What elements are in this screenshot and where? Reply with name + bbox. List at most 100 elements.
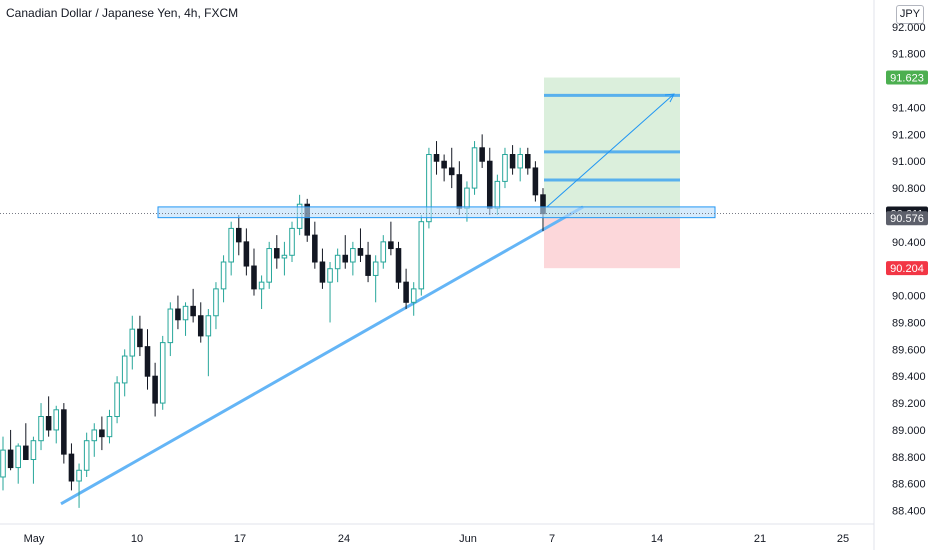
y-tick-label: 88.800 bbox=[892, 452, 926, 464]
candle-body bbox=[190, 305, 196, 317]
trendline bbox=[60, 205, 584, 506]
candle-body bbox=[175, 308, 181, 321]
candle-body bbox=[220, 261, 227, 290]
candle-body bbox=[45, 416, 52, 431]
candle-body bbox=[213, 288, 219, 317]
projection-arrow-head bbox=[664, 93, 675, 103]
y-tick-label: 91.000 bbox=[892, 156, 926, 168]
candle-body bbox=[486, 160, 493, 209]
candle-body bbox=[121, 355, 128, 384]
candle-body bbox=[388, 241, 394, 250]
candle-body bbox=[274, 248, 280, 259]
x-tick-label: May bbox=[24, 533, 45, 545]
y-tick-label: 91.200 bbox=[892, 129, 926, 141]
ascending-trendline bbox=[60, 205, 584, 506]
candle-body bbox=[23, 445, 29, 461]
y-tick-label: 91.400 bbox=[892, 102, 926, 114]
candle-body bbox=[471, 147, 478, 189]
candle-body bbox=[83, 440, 90, 471]
candle-body bbox=[372, 261, 379, 276]
candle-body bbox=[167, 308, 174, 344]
candle-body bbox=[197, 315, 204, 337]
candle-body bbox=[106, 416, 113, 438]
position-zones bbox=[544, 77, 680, 269]
candle-body bbox=[464, 187, 470, 209]
y-tick-label: 90.400 bbox=[892, 237, 926, 249]
candle-body bbox=[441, 160, 447, 169]
candle-body bbox=[289, 227, 295, 256]
y-tick-label: 89.800 bbox=[892, 317, 926, 329]
candle-body bbox=[509, 154, 516, 169]
y-tick-label: 88.400 bbox=[892, 506, 926, 518]
candle-body bbox=[365, 254, 371, 276]
candle-body bbox=[456, 174, 463, 209]
candle-body bbox=[479, 147, 485, 162]
candle-body bbox=[243, 241, 250, 267]
price-badge-label: 90.576 bbox=[890, 213, 924, 225]
x-tick-label: 14 bbox=[651, 533, 663, 545]
candle-body bbox=[426, 154, 432, 223]
y-tick-label: 90.800 bbox=[892, 183, 926, 195]
candle-body bbox=[433, 154, 440, 162]
price-badge-label: 91.623 bbox=[890, 73, 924, 85]
candle-body bbox=[334, 254, 341, 270]
candle-body bbox=[525, 154, 531, 169]
candle-body bbox=[418, 221, 425, 290]
candle-body bbox=[159, 342, 166, 404]
candle-body bbox=[30, 440, 37, 461]
x-tick-label: 7 bbox=[549, 533, 555, 545]
candle-body bbox=[228, 227, 234, 263]
candle-body bbox=[494, 180, 501, 209]
time-axis: May 10 17 24 Jun 7 14 21 25 bbox=[24, 533, 850, 545]
price-badge bbox=[886, 211, 928, 226]
candle-body bbox=[342, 254, 349, 263]
chart-title: Canadian Dollar / Japanese Yen, 4h, FXCM bbox=[6, 6, 239, 20]
candle-body bbox=[517, 154, 523, 169]
candle-body bbox=[61, 409, 67, 455]
price-badge-label: 90.204 bbox=[890, 263, 924, 275]
drawings bbox=[0, 93, 874, 219]
candle-body bbox=[304, 203, 311, 236]
x-tick-label: 10 bbox=[131, 533, 143, 545]
candle-body bbox=[502, 154, 508, 182]
x-tick-label: 17 bbox=[234, 533, 246, 545]
candle-body bbox=[410, 288, 417, 303]
candle-body bbox=[0, 449, 6, 478]
candle-body bbox=[266, 248, 272, 283]
candle-body bbox=[182, 305, 189, 321]
candle-body bbox=[319, 261, 326, 283]
candle-body bbox=[403, 281, 409, 303]
candle-body bbox=[395, 248, 402, 283]
currency-button[interactable]: JPY bbox=[896, 5, 924, 24]
x-tick-label: 24 bbox=[338, 533, 350, 545]
candle-body bbox=[15, 445, 21, 469]
candle-body bbox=[281, 254, 288, 259]
y-tick-label: 89.600 bbox=[892, 344, 926, 356]
candle-body bbox=[38, 416, 44, 442]
candle-body bbox=[68, 453, 75, 482]
loss-zone bbox=[544, 218, 680, 269]
candle-body bbox=[350, 248, 356, 263]
candle-body bbox=[99, 429, 105, 438]
y-tick-label: 89.200 bbox=[892, 398, 926, 410]
price-axis: 92.000 91.800 91.400 91.200 91.000 90.800 90.4… bbox=[892, 22, 926, 518]
candle-body bbox=[129, 328, 136, 357]
candle-body bbox=[205, 315, 212, 337]
projection-arrow bbox=[546, 93, 675, 208]
candle-body bbox=[327, 268, 333, 283]
profit-zone bbox=[544, 77, 680, 219]
candle-body bbox=[7, 449, 14, 469]
candle-body bbox=[357, 248, 364, 256]
y-tick-label: 91.800 bbox=[892, 49, 926, 61]
x-tick-label: 25 bbox=[837, 533, 849, 545]
y-tick-label: 88.600 bbox=[892, 479, 926, 491]
candle-body bbox=[152, 375, 158, 404]
resistance-zone bbox=[157, 206, 716, 219]
y-tick-label: 89.400 bbox=[892, 371, 926, 383]
candle-body bbox=[448, 167, 455, 176]
candles bbox=[0, 134, 546, 508]
price-badge bbox=[886, 70, 928, 85]
y-tick-label: 92.000 bbox=[892, 22, 926, 34]
